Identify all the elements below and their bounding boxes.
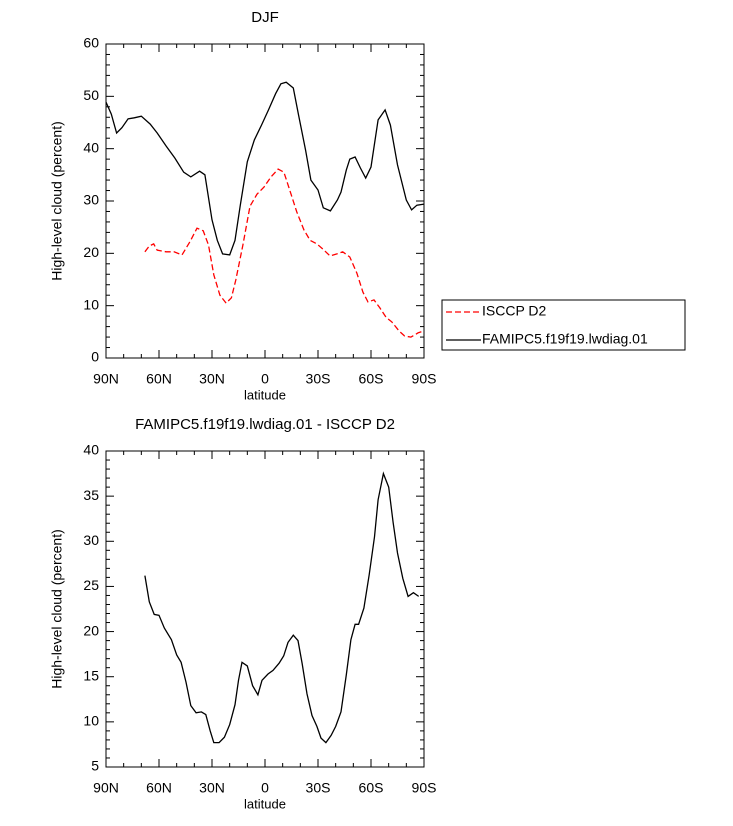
chart-title: FAMIPC5.f19f19.lwdiag.01 - ISCCP D2: [135, 416, 395, 433]
x-tick-label: 30S: [306, 780, 331, 796]
y-axis-label: High-level cloud (percent): [49, 121, 65, 281]
x-tick-label: 90N: [93, 371, 119, 387]
x-tick-label: 60S: [359, 371, 384, 387]
data-line: [144, 471, 420, 744]
x-axis-label: latitude: [244, 796, 286, 811]
x-tick-label: 90S: [412, 780, 437, 796]
x-tick-label: 90S: [412, 371, 437, 387]
y-tick-label: 20: [83, 244, 99, 260]
y-tick-label: 30: [83, 532, 99, 548]
x-tick-label: 60N: [146, 371, 172, 387]
y-tick-label: 20: [83, 622, 99, 638]
x-tick-label: 0: [261, 780, 269, 796]
y-tick-label: 10: [83, 296, 99, 312]
y-tick-label: 5: [91, 758, 99, 774]
x-axis-label: latitude: [244, 387, 286, 402]
x-tick-label: 30N: [199, 371, 225, 387]
data-line: [144, 168, 425, 338]
legend: ISCCP D2 FAMIPC5.f19f19.lwdiag.01: [441, 299, 686, 351]
y-tick-label: 40: [83, 442, 99, 458]
x-tick-label: 90N: [93, 780, 119, 796]
y-tick-label: 0: [91, 349, 99, 365]
y-axis-label: High-level cloud (percent): [49, 529, 65, 689]
data-line: [105, 81, 425, 256]
y-tick-label: 10: [83, 713, 99, 729]
y-tick-label: 50: [83, 87, 99, 103]
x-tick-label: 60N: [146, 780, 172, 796]
x-tick-label: 30S: [306, 371, 331, 387]
legend-box: [441, 299, 686, 351]
legend-label: ISCCP D2: [482, 303, 547, 319]
y-tick-label: 60: [83, 35, 99, 51]
x-tick-label: 30N: [199, 780, 225, 796]
x-tick-label: 60S: [359, 780, 384, 796]
y-tick-label: 30: [83, 192, 99, 208]
y-tick-label: 40: [83, 139, 99, 155]
y-tick-label: 35: [83, 487, 99, 503]
x-tick-label: 0: [261, 371, 269, 387]
y-tick-label: 15: [83, 667, 99, 683]
legend-label: FAMIPC5.f19f19.lwdiag.01: [482, 331, 648, 347]
plot-frame: [105, 43, 425, 359]
chart-title: DJF: [251, 9, 279, 26]
plot-frame: [105, 450, 425, 768]
y-tick-label: 25: [83, 577, 99, 593]
